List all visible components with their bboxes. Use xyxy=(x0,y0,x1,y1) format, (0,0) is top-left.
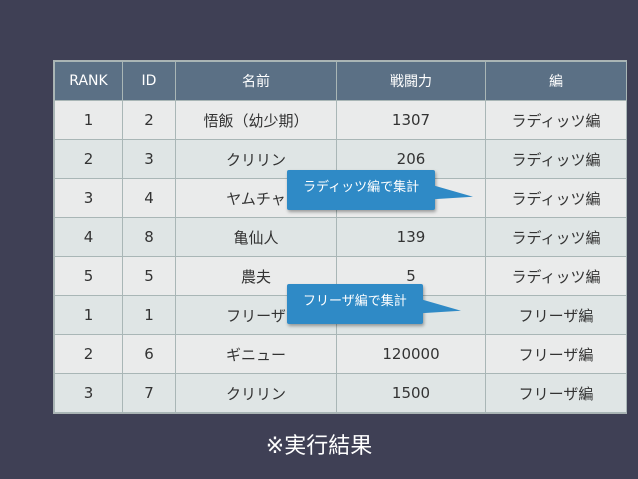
cell-arc: ラディッツ編 xyxy=(485,217,627,257)
cell-rank: 1 xyxy=(54,295,123,335)
cell-rank: 1 xyxy=(54,100,123,140)
result-table-container: RANK ID 名前 戦闘力 編 1 2 悟飯（幼少期） 1307 ラディッツ編… xyxy=(53,60,627,414)
callout-frieza-aggregation: フリーザ編で集計 xyxy=(287,284,423,324)
cell-name: ギニュー xyxy=(175,334,337,374)
cell-id: 2 xyxy=(122,100,176,140)
cell-id: 7 xyxy=(122,373,176,413)
header-rank[interactable]: RANK xyxy=(54,61,123,101)
header-name[interactable]: 名前 xyxy=(175,61,337,101)
cell-id: 5 xyxy=(122,256,176,296)
cell-id: 1 xyxy=(122,295,176,335)
cell-arc: フリーザ編 xyxy=(485,334,627,374)
cell-rank: 5 xyxy=(54,256,123,296)
header-id[interactable]: ID xyxy=(122,61,176,101)
cell-arc: フリーザ編 xyxy=(485,373,627,413)
cell-name: クリリン xyxy=(175,373,337,413)
cell-power: 139 xyxy=(336,217,486,257)
cell-power: 1500 xyxy=(336,373,486,413)
execution-result-caption: ※実行結果 xyxy=(265,434,373,459)
table-row: 1 2 悟飯（幼少期） 1307 ラディッツ編 xyxy=(54,100,627,140)
cell-arc: ラディッツ編 xyxy=(485,256,627,296)
cell-name: 悟飯（幼少期） xyxy=(175,100,337,140)
table-row: 2 6 ギニュー 120000 フリーザ編 xyxy=(54,334,627,374)
cell-arc: フリーザ編 xyxy=(485,295,627,335)
cell-rank: 2 xyxy=(54,139,123,179)
cell-name: 亀仙人 xyxy=(175,217,337,257)
table-row: 3 7 クリリン 1500 フリーザ編 xyxy=(54,373,627,413)
result-table: RANK ID 名前 戦闘力 編 1 2 悟飯（幼少期） 1307 ラディッツ編… xyxy=(54,61,627,413)
cell-id: 6 xyxy=(122,334,176,374)
cell-id: 4 xyxy=(122,178,176,218)
cell-rank: 3 xyxy=(54,178,123,218)
cell-rank: 4 xyxy=(54,217,123,257)
cell-arc: ラディッツ編 xyxy=(485,139,627,179)
header-arc[interactable]: 編 xyxy=(485,61,627,101)
cell-rank: 2 xyxy=(54,334,123,374)
cell-arc: ラディッツ編 xyxy=(485,178,627,218)
cell-id: 8 xyxy=(122,217,176,257)
table-row: 4 8 亀仙人 139 ラディッツ編 xyxy=(54,217,627,257)
cell-arc: ラディッツ編 xyxy=(485,100,627,140)
callout-raditz-aggregation: ラディッツ編で集計 xyxy=(287,170,436,210)
cell-power: 1307 xyxy=(336,100,486,140)
cell-rank: 3 xyxy=(54,373,123,413)
cell-id: 3 xyxy=(122,139,176,179)
cell-power: 120000 xyxy=(336,334,486,374)
table-header-row: RANK ID 名前 戦闘力 編 xyxy=(54,61,627,101)
header-power[interactable]: 戦闘力 xyxy=(336,61,486,101)
table-row: 5 5 農夫 5 ラディッツ編 xyxy=(54,256,627,296)
